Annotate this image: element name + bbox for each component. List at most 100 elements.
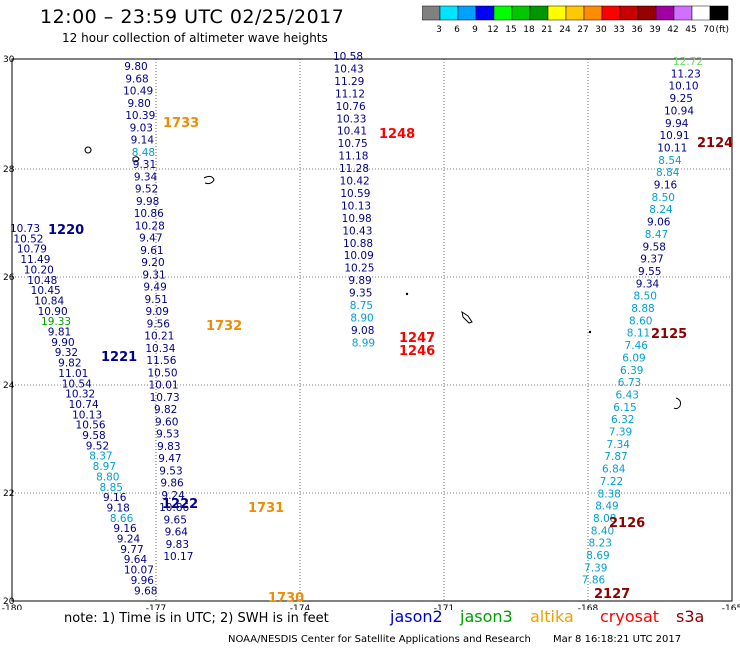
wave-height-value: 10.98 (342, 213, 372, 225)
wave-height-value: 9.06 (647, 217, 671, 229)
wave-height-value: 8.80 (96, 471, 119, 483)
wave-height-value: 6.32 (611, 414, 634, 426)
wave-height-value: 9.82 (154, 404, 177, 416)
wave-height-value: 9.80 (127, 98, 150, 110)
wave-height-value: 10.75 (338, 138, 368, 150)
units-note: note: 1) Time is in UTC; 2) SWH is in fe… (64, 611, 329, 626)
wave-height-value: 9.31 (133, 159, 156, 171)
pass-time-label: 1732 (206, 319, 242, 334)
lat-tick-label: 24 (3, 381, 15, 391)
colorbar-label: 21 (541, 25, 552, 35)
lat-tick-label: 26 (3, 273, 15, 283)
wave-height-value: 10.76 (336, 101, 366, 113)
wave-height-value: 10.73 (10, 223, 40, 235)
pass-time-label: 1730 (268, 591, 304, 606)
wave-height-value: 9.24 (161, 490, 185, 502)
colorbar-label: 6 (454, 25, 460, 35)
wave-height-value: 8.99 (352, 337, 375, 349)
lon-tick-label: -165 (722, 604, 740, 610)
wave-height-value: 9.03 (130, 122, 153, 134)
wave-height-value: 11.29 (334, 76, 364, 88)
wave-height-value: 9.89 (348, 275, 371, 287)
altimeter-track: 9.809.6810.499.8010.399.039.148.489.319.… (123, 61, 193, 563)
wave-height-value: 10.79 (17, 244, 47, 256)
wave-height-value: 10.33 (336, 113, 366, 125)
wave-height-value: 9.35 (349, 288, 372, 300)
wave-height-value: 9.82 (58, 358, 81, 370)
footer-credit: NOAA/NESDIS Center for Satellite Applica… (228, 634, 531, 645)
wave-height-value: 8.75 (350, 300, 373, 312)
wave-height-value: 7.39 (609, 427, 632, 439)
pass-time-label: 1222 (162, 497, 198, 512)
wave-height-value: 10.74 (69, 399, 99, 411)
lon-tick-label: -177 (146, 604, 166, 610)
wave-height-value: 9.47 (158, 453, 181, 465)
wave-height-value: 10.50 (147, 367, 177, 379)
wave-height-value: 10.39 (125, 110, 155, 122)
wave-height-value: 10.32 (65, 389, 95, 401)
wave-height-value: 11.12 (335, 88, 365, 100)
wave-height-value: 10.48 (27, 275, 57, 287)
colorbar-label: 15 (505, 25, 516, 35)
wave-height-value: 7.86 (582, 575, 606, 587)
wave-height-value: 9.83 (157, 441, 180, 453)
pass-time-label: 1247 (399, 331, 435, 346)
wave-height-value: 10.09 (344, 250, 374, 262)
wave-height-value: 10.84 (34, 295, 64, 307)
wave-height-value: 10.13 (72, 409, 102, 421)
wave-height-value: 9.96 (131, 575, 155, 587)
wave-height-value: 9.31 (142, 269, 165, 281)
colorbar-label: 39 (649, 25, 661, 35)
wave-height-value: 10.49 (123, 86, 153, 98)
wave-height-value: 9.68 (134, 585, 157, 597)
colorbar-swatch (709, 5, 729, 21)
wave-height-value: 10.86 (159, 502, 189, 514)
wave-height-value: 9.83 (166, 539, 189, 551)
colorbar-label: 27 (577, 25, 588, 35)
wave-height-value: 10.21 (144, 331, 174, 343)
wave-height-value: 8.48 (132, 147, 155, 159)
wave-height-value: 10.52 (13, 233, 43, 245)
wave-height-value: 11.18 (338, 151, 368, 163)
wave-height-value: 8.84 (656, 167, 680, 179)
wave-height-value: 11.28 (339, 163, 369, 175)
wave-height-value: 10.45 (31, 285, 61, 297)
wave-height-value: 8.40 (591, 525, 614, 537)
wave-height-value: 10.01 (149, 380, 179, 392)
wave-height-value: 10.11 (657, 142, 687, 154)
wave-height-value: 8.47 (645, 229, 668, 241)
island-dot (405, 292, 409, 296)
lat-tick-label: 28 (3, 165, 15, 175)
wave-height-colorbar: 3 6 9 12 15 18 21 24 27 30 33 36 39 42 45 70 (ft) (422, 5, 729, 35)
wave-height-value: 6.39 (620, 365, 643, 377)
legend-cryosat: cryosat (600, 607, 660, 626)
wave-height-value: 10.73 (150, 392, 180, 404)
wave-height-value: 9.49 (143, 282, 166, 294)
wave-height-value: 9.52 (135, 184, 158, 196)
wave-height-value: 9.16 (103, 492, 127, 504)
wave-height-value: 10.59 (340, 188, 370, 200)
island-outline (84, 146, 92, 154)
wave-height-value: 9.25 (670, 93, 693, 105)
wave-height-value: 9.77 (120, 544, 143, 556)
wave-height-value: 7.39 (584, 562, 607, 574)
wave-height-value: 9.14 (131, 135, 155, 147)
wave-height-value: 10.86 (134, 208, 164, 220)
map-frame (11, 58, 733, 602)
wave-height-value: 10.34 (145, 343, 175, 355)
legend-s3a: s3a (676, 607, 705, 626)
wave-height-value: 6.09 (622, 352, 645, 364)
wave-height-value: 9.55 (638, 266, 661, 278)
wave-height-value: 9.08 (351, 325, 374, 337)
wave-height-value: 7.34 (607, 439, 631, 451)
wave-height-value: 9.94 (665, 118, 689, 130)
pass-time-label: 2126 (609, 516, 645, 531)
wave-height-value: 8.11 (627, 328, 650, 340)
wave-height-value: 8.50 (652, 192, 675, 204)
wave-height-value: 10.58 (333, 51, 363, 63)
island-outline (132, 156, 140, 163)
colorbar-label: 70 (703, 25, 715, 35)
wave-height-value: 9.53 (156, 429, 179, 441)
wave-height-value: 9.37 (640, 254, 663, 266)
wave-height-value: 8.23 (589, 538, 612, 550)
